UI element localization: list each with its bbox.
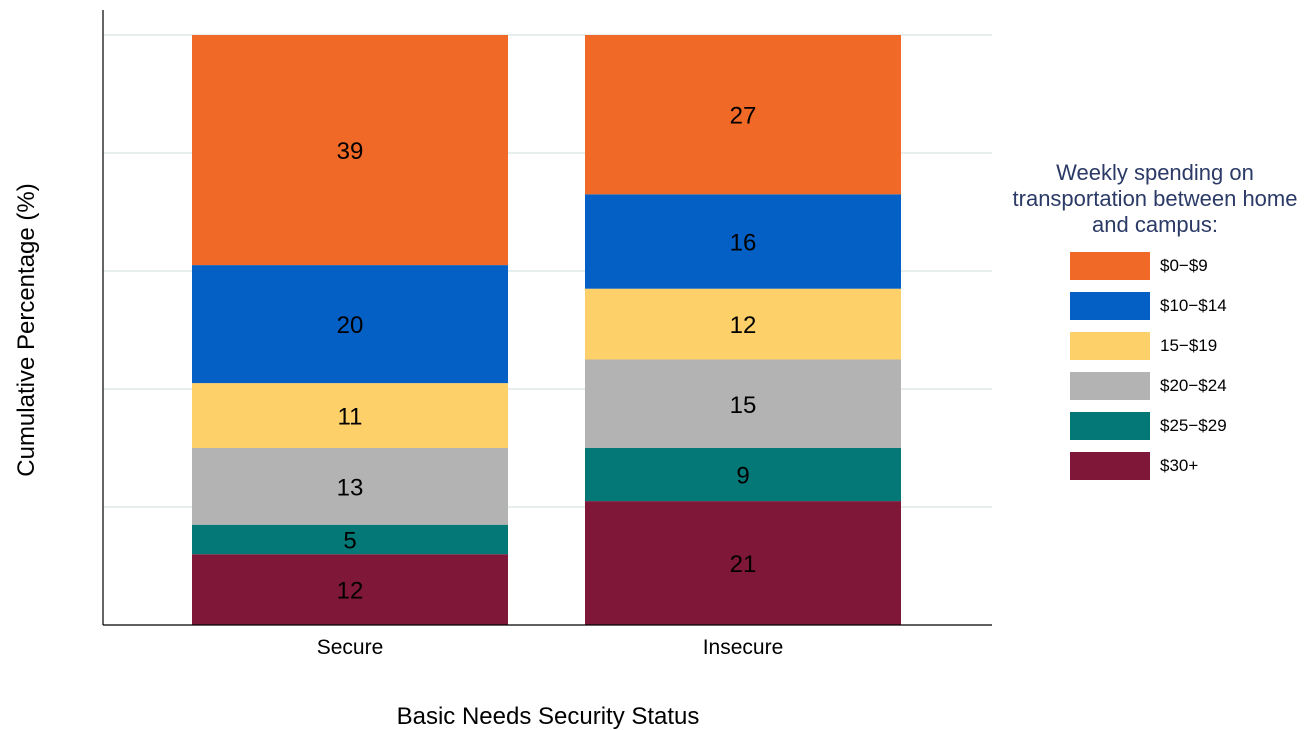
bar-segment bbox=[192, 35, 508, 266]
legend-title: Weekly spending on transportation betwee… bbox=[1012, 160, 1298, 237]
legend-label: $0−$9 bbox=[1160, 256, 1208, 275]
legend-swatch bbox=[1070, 412, 1150, 440]
x-axis-title: Basic Needs Security Status bbox=[397, 703, 700, 730]
legend-label: 15−$19 bbox=[1160, 336, 1218, 355]
legend-item: $25−$29 bbox=[1070, 406, 1309, 446]
data-label: 12 bbox=[730, 312, 757, 339]
legend-item: $10−$14 bbox=[1070, 286, 1309, 326]
legend-label: $30+ bbox=[1160, 456, 1199, 475]
data-label: 15 bbox=[730, 392, 757, 419]
data-label: 20 bbox=[337, 312, 364, 339]
legend-swatch bbox=[1070, 452, 1150, 480]
x-tick-label: Insecure bbox=[703, 636, 784, 659]
data-label: 5 bbox=[343, 527, 356, 554]
data-label: 12 bbox=[337, 578, 364, 605]
legend-swatch bbox=[1070, 292, 1150, 320]
legend-item: $20−$24 bbox=[1070, 366, 1309, 406]
bar-segment bbox=[585, 35, 901, 195]
data-label: 21 bbox=[730, 551, 757, 578]
bar-segment bbox=[585, 288, 901, 360]
data-label: 39 bbox=[337, 138, 364, 165]
data-label: 16 bbox=[730, 230, 757, 257]
y-axis-title: Cumulative Percentage (%) bbox=[13, 183, 40, 476]
bar-segment bbox=[192, 448, 508, 525]
data-label: 13 bbox=[337, 474, 364, 501]
data-label: 11 bbox=[338, 404, 363, 431]
legend-label: $25−$29 bbox=[1160, 416, 1227, 435]
legend: Weekly spending on transportation betwee… bbox=[1010, 160, 1309, 486]
bar-segment bbox=[585, 501, 901, 625]
bar-segment bbox=[192, 265, 508, 384]
legend-label: $20−$24 bbox=[1160, 376, 1227, 395]
data-label: 9 bbox=[736, 463, 749, 490]
legend-items: $0−$9 $10−$14 15−$19 $20−$24 $25−$29 $30+ bbox=[1070, 246, 1309, 486]
legend-swatch bbox=[1070, 252, 1150, 280]
bar-segment bbox=[585, 359, 901, 448]
bar-segment bbox=[192, 524, 508, 555]
bars: 12 5 13 11 20 39 21 9 15 12 16 27 bbox=[192, 35, 901, 625]
x-tick-label: Secure bbox=[317, 636, 384, 659]
data-label: 27 bbox=[730, 103, 757, 130]
legend-item: $30+ bbox=[1070, 446, 1309, 486]
legend-swatch bbox=[1070, 332, 1150, 360]
axes bbox=[102, 10, 992, 626]
bar-segment bbox=[192, 383, 508, 448]
bar-segment bbox=[585, 448, 901, 502]
bar-segment bbox=[192, 554, 508, 625]
legend-item: $0−$9 bbox=[1070, 246, 1309, 286]
legend-swatch bbox=[1070, 372, 1150, 400]
x-tick-labels: Secure Insecure bbox=[317, 636, 784, 659]
legend-item: 15−$19 bbox=[1070, 326, 1309, 366]
legend-label: $10−$14 bbox=[1160, 296, 1227, 315]
bar-segment bbox=[585, 194, 901, 289]
